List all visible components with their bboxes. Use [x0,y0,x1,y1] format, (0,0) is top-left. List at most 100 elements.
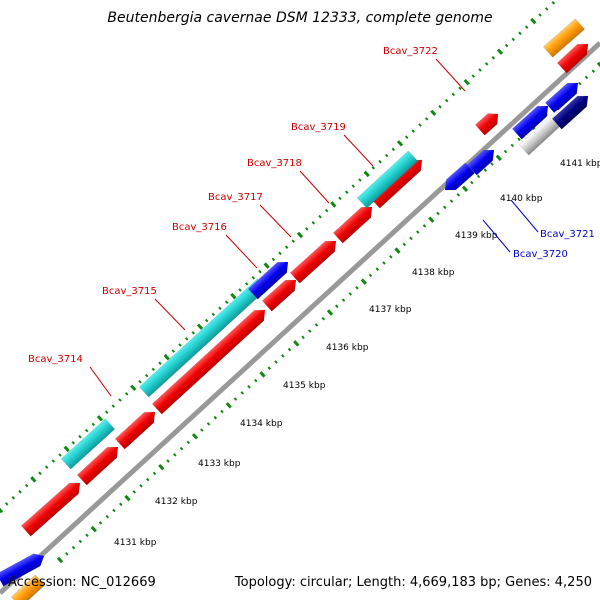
grid-dot [409,236,413,241]
grid-dot [411,129,416,133]
gene-label[interactable]: Bcav_3718 [247,158,302,169]
grid-dot [163,353,170,361]
grid-dot [18,489,22,494]
gene-label[interactable]: Bcav_3721 [540,229,595,240]
grid-dot [544,7,549,11]
kbp-tick-label: 4140 kbp [500,194,543,204]
grid-dot [158,463,165,471]
grid-dot [318,214,322,219]
grid-dot [424,117,429,121]
grid-dot [296,231,304,239]
gene-label-leader [343,134,374,167]
gene-label[interactable]: Bcav_3720 [513,249,568,260]
gene-label-leader [482,219,511,253]
gene-label-leader [154,298,186,331]
grid-dot [247,385,251,389]
kbp-tick-label: 4138 kbp [412,268,455,278]
outer-grid-dots [0,1,556,514]
inner-grid-dots [56,61,600,564]
rna-feature [138,278,268,398]
grid-dot [166,459,170,463]
grid-dot [130,384,137,392]
grid-dot [204,318,209,323]
grid-dot [158,361,162,366]
kbp-tick-label: 4133 kbp [198,459,241,469]
grid-dot [44,465,49,469]
grid-dot [96,415,104,422]
grid-dot [344,190,349,194]
gene-label-leader [89,366,112,397]
grid-dot [30,476,37,483]
gene-arrow [474,113,499,136]
grid-dot [171,349,176,353]
gene-label[interactable]: Bcav_3714 [28,354,83,365]
grid-dot [518,31,522,36]
grid-dot [461,185,469,193]
gene-label[interactable]: Bcav_3722 [383,46,438,57]
grid-dot [184,337,189,341]
gene-label[interactable]: Bcav_3715 [102,286,157,297]
gene-arrow [556,43,589,74]
grid-dot [65,552,69,556]
gene-arrow [247,261,289,300]
grid-dot [56,556,64,564]
grid-dot [124,392,129,396]
gene-label-leader [259,204,292,238]
gene-label[interactable]: Bcav_3719 [291,122,346,133]
grid-dot [196,323,204,330]
grid-dot [213,415,218,420]
grid-dot [471,74,476,78]
grid-dot [63,445,70,453]
grid-dot [517,137,521,142]
gene-features [0,18,589,600]
kbp-tick-label: 4135 kbp [283,381,326,391]
grid-dot [258,269,262,274]
gene-arrow [261,279,297,312]
grid-dot [71,441,76,445]
grid-dot [200,428,204,432]
grid-dot [491,56,496,60]
grid-dot [0,506,4,514]
grid-dot [304,227,309,231]
grid-dot [496,48,504,55]
grid-dot [71,545,76,550]
grid-dot [211,312,216,317]
grid-dot [240,391,245,395]
grid-dot [233,397,238,401]
grid-dot [111,404,116,408]
grid-dot [301,335,305,340]
grid-dot [98,521,103,525]
grid-dot [85,533,89,538]
grid-dot [230,292,237,300]
grid-dot [179,446,184,451]
gene-label-leader [225,234,258,269]
grid-dot [105,514,110,519]
grid-dot [293,340,300,347]
gene-arrow [551,95,589,130]
grid-dot [104,410,109,414]
grid-dot [360,278,367,285]
rna-feature [60,418,116,470]
kbp-tick-label: 4137 kbp [369,305,412,315]
grid-dot [436,211,440,216]
grid-dot [274,360,278,364]
grid-dot [321,316,326,321]
grid-dot [311,221,316,225]
grid-dot [384,153,389,158]
grid-dot [119,502,123,507]
gene-label-leader [435,58,466,92]
rna-feature [356,150,419,209]
grid-dot [220,409,224,414]
grid-dot [428,216,435,223]
grid-dot [504,43,509,48]
gene-label[interactable]: Bcav_3717 [208,192,263,203]
gene-arrow [511,105,549,140]
grid-dot [476,174,481,179]
gene-label[interactable]: Bcav_3716 [172,222,227,233]
grid-dot [326,309,334,316]
grid-dot [363,170,370,178]
grid-dot [394,247,401,254]
grid-dot [191,433,199,440]
grid-dot [389,255,393,259]
